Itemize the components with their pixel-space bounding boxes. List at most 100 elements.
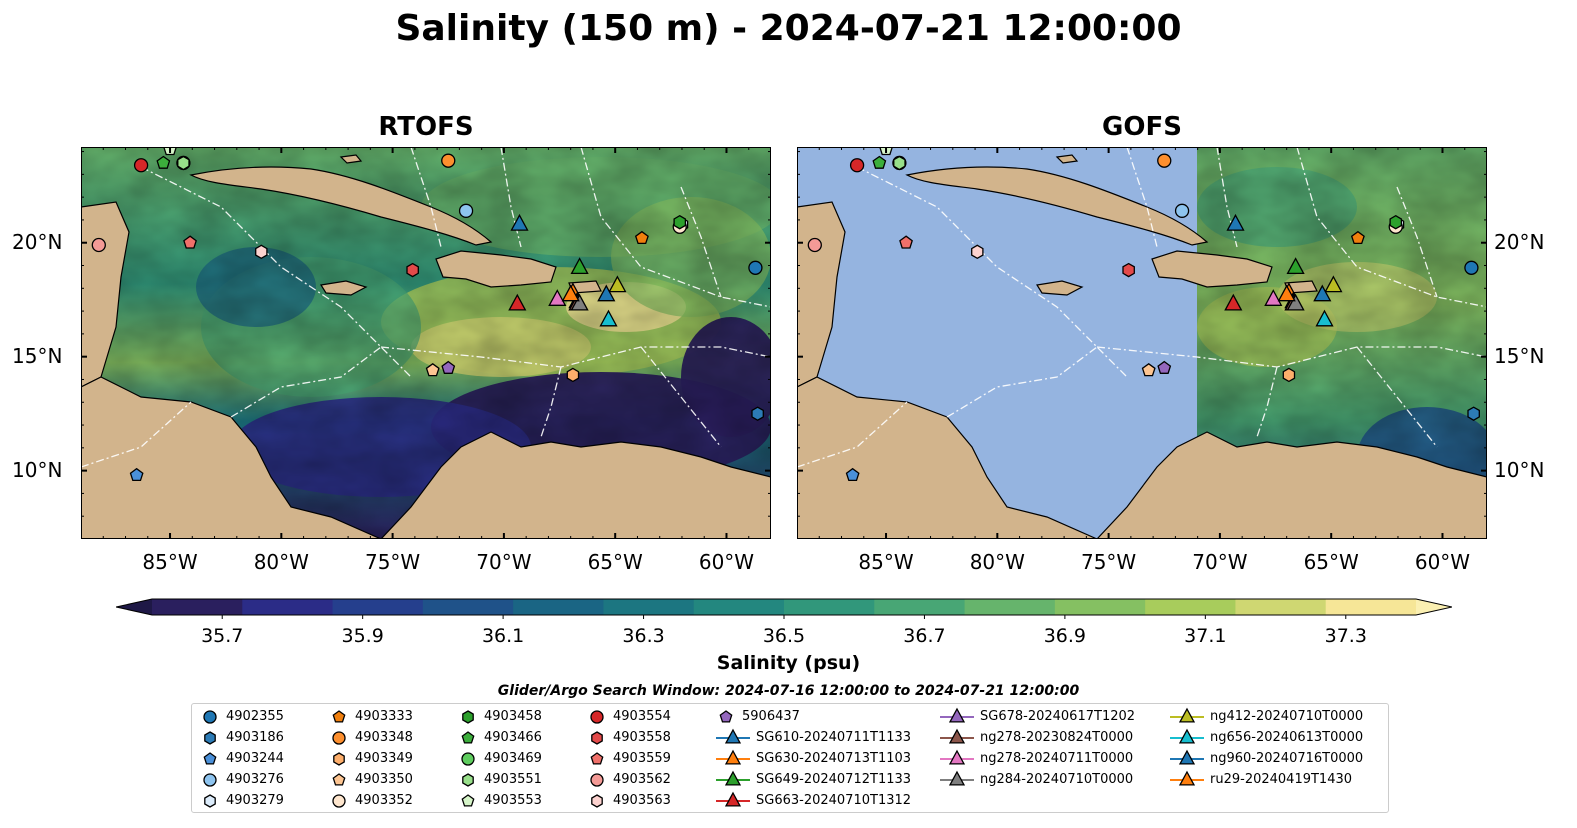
legend-item: SG678-20240617T1202: [940, 706, 1135, 726]
colorbar-bin: [242, 599, 334, 615]
lat-tick-label: 15°N: [12, 343, 63, 368]
legend-label: ng960-20240716T0000: [1210, 750, 1364, 766]
colorbar-bin: [513, 599, 604, 615]
lon-tick-label: 85°W: [142, 550, 198, 574]
legend-item: ng656-20240613T0000: [1170, 727, 1363, 747]
legend-marker: [590, 773, 604, 787]
legend-marker-hexagon-icon: [591, 731, 603, 745]
legend-item: 4903244: [200, 748, 284, 768]
legend-marker-circle-icon: [203, 773, 217, 787]
colorbar-bin: [784, 599, 875, 615]
glider-marker-SG649-20240712T1133: [570, 257, 589, 275]
legend-item: 4903186: [200, 727, 284, 747]
colorbar-tick-label: 37.1: [1184, 625, 1227, 647]
colorbar-outline: [116, 598, 1452, 616]
argo-marker-4903551: [177, 155, 190, 171]
glider-marker-ng656-20240613T0000: [599, 309, 618, 327]
legend-marker: [1178, 707, 1196, 723]
legend-item: 4903563: [587, 790, 671, 810]
legend-label: 5906437: [742, 708, 800, 724]
argo-marker-4903276: [1174, 203, 1190, 218]
glider-marker-ng960-20240716T0000: [597, 284, 616, 302]
legend-marker-hexagon-icon: [333, 752, 345, 766]
search-window-text: Glider/Argo Search Window: 2024-07-16 12…: [497, 683, 1080, 699]
legend-item: 4903352: [329, 790, 413, 810]
colorbar-bin: [874, 599, 966, 615]
argo-marker-5906437: [441, 360, 456, 374]
argo-marker-4902355: [1464, 260, 1479, 275]
legend-label: 4903563: [613, 792, 671, 808]
legend-marker-pentagon-icon: [203, 752, 217, 765]
legend-marker: [948, 770, 966, 786]
legend-marker-triangle-icon: [940, 749, 974, 765]
argo-marker-4903558: [1122, 262, 1135, 278]
lon-tick-label: 85°W: [858, 550, 914, 574]
argo-marker-4902355: [748, 260, 763, 275]
colorbar-tick-label: 36.7: [903, 625, 946, 647]
legend-marker-triangle-icon: [1170, 728, 1204, 744]
argo-marker-5906437: [1157, 360, 1172, 374]
legend-label: ru29-20240419T1430: [1210, 771, 1353, 787]
legend-item: 4903348: [329, 727, 413, 747]
legend-marker: [591, 731, 603, 745]
map-gofs: [797, 147, 1487, 539]
lon-tick-label: 80°W: [969, 550, 1025, 574]
legend-marker-triangle-icon: [940, 728, 974, 744]
legend-marker: [204, 794, 216, 808]
argo-marker-4903563: [255, 244, 268, 260]
legend-marker: [590, 710, 604, 724]
argo-marker-4903551: [893, 155, 906, 171]
legend-label: 4903333: [355, 708, 413, 724]
argo-marker-4903348: [441, 153, 456, 168]
legend-label: ng278-20240711T0000: [980, 750, 1134, 766]
legend-label: 4903562: [613, 771, 671, 787]
legend-label: SG663-20240710T1312: [756, 792, 912, 808]
colorbar-tick-label: 36.1: [481, 625, 525, 647]
legend-marker-triangle-icon: [1170, 749, 1204, 765]
colorbar-bin: [1325, 599, 1417, 615]
legend-marker: [1178, 770, 1196, 786]
colorbar-bin: [603, 599, 695, 615]
legend-marker: [719, 710, 733, 723]
colorbar-extend-high: [1416, 599, 1452, 615]
legend-marker: [332, 731, 346, 745]
argo-marker-4903554: [133, 158, 149, 173]
lat-tick-label: 20°N: [12, 229, 63, 254]
legend-marker-pentagon-icon: [590, 752, 604, 765]
legend-marker: [724, 749, 742, 765]
legend-marker: [590, 752, 604, 765]
legend-marker: [203, 752, 217, 765]
glider-marker-ng284-20240710T0000: [1286, 293, 1305, 311]
legend-label: 4903349: [355, 750, 413, 766]
legend-item: ng412-20240710T0000: [1170, 706, 1363, 726]
legend-item: 4903333: [329, 706, 413, 726]
legend-marker-hexagon-icon: [591, 794, 603, 808]
legend-item: 4903466: [458, 727, 542, 747]
legend-item: 4903469: [458, 748, 542, 768]
glider-marker-ng278-20240711T0000: [548, 289, 567, 306]
legend-label: 4903279: [226, 792, 284, 808]
legend-item: 4903562: [587, 769, 671, 789]
legend-item: 4903551: [458, 769, 542, 789]
legend-item: ng278-20230824T0000: [940, 727, 1133, 747]
lat-tick-label: 20°N: [1494, 229, 1545, 254]
legend-marker-hexagon-icon: [204, 794, 216, 808]
argo-marker-4903466: [872, 155, 887, 169]
glider-marker-ru29-20240419T1430: [1277, 284, 1296, 302]
lon-tick-label: 65°W: [587, 550, 643, 574]
argo-marker-4903333: [1350, 230, 1365, 245]
glider-marker-ng656-20240613T0000: [1315, 309, 1334, 327]
legend-label: 4903558: [613, 729, 671, 745]
legend-marker-pentagon-icon: [461, 731, 475, 744]
colorbar-bin: [332, 599, 424, 615]
legend-marker: [461, 794, 475, 807]
colorbar-tick-label: 37.3: [1324, 625, 1367, 647]
legend-label: 4903350: [355, 771, 413, 787]
colorbar-bin: [1145, 599, 1236, 615]
legend-marker: [591, 794, 603, 808]
legend-marker-hexagon-icon: [204, 731, 216, 745]
legend-marker: [333, 752, 345, 766]
legend-marker-triangle-icon: [716, 749, 750, 765]
legend-marker-pentagon-icon: [719, 710, 733, 723]
legend-item: 4903350: [329, 769, 413, 789]
